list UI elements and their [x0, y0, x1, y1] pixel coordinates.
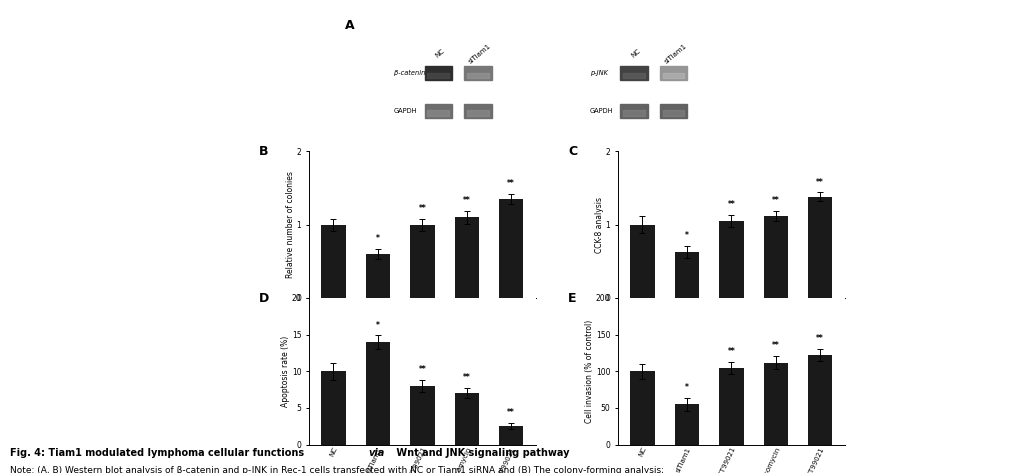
Bar [719, 368, 744, 445]
Text: p-JNK: p-JNK [589, 70, 608, 76]
Bar [660, 104, 687, 118]
Text: siTiam1: siTiam1 [663, 43, 688, 65]
Text: β-catenin: β-catenin [393, 70, 425, 76]
Bar [620, 104, 648, 118]
Bar [465, 66, 491, 80]
Text: **: ** [817, 177, 824, 186]
Text: siTiam1: siTiam1 [468, 43, 492, 65]
Text: A: A [345, 19, 354, 32]
Text: *: * [376, 321, 380, 330]
Text: **: ** [508, 179, 515, 188]
Bar [366, 254, 390, 298]
Text: *: * [685, 383, 689, 392]
Bar [465, 104, 491, 118]
Bar [424, 104, 452, 118]
Bar [808, 355, 832, 445]
Bar [719, 221, 744, 298]
Bar [410, 225, 435, 298]
Bar [410, 386, 435, 445]
Bar [630, 225, 655, 298]
Text: Wnt and JNK signaling pathway: Wnt and JNK signaling pathway [393, 448, 570, 458]
Text: **: ** [771, 341, 780, 350]
Text: E: E [569, 292, 577, 305]
Text: GAPDH: GAPDH [393, 108, 417, 114]
Y-axis label: Relative number of colonies: Relative number of colonies [286, 171, 296, 278]
Y-axis label: CCK-8 analysis: CCK-8 analysis [595, 197, 605, 253]
Bar [427, 72, 449, 78]
Bar [467, 72, 489, 78]
Bar [424, 66, 452, 80]
Text: **: ** [462, 196, 471, 205]
Bar [321, 225, 346, 298]
Bar [620, 66, 648, 80]
Text: **: ** [462, 373, 471, 382]
Bar [499, 426, 523, 445]
Bar [675, 404, 699, 445]
Text: Fig. 4: Tiam1 modulated lymphoma cellular functions: Fig. 4: Tiam1 modulated lymphoma cellula… [10, 448, 308, 458]
Bar [321, 371, 346, 445]
Bar [366, 342, 390, 445]
Text: *: * [685, 231, 689, 240]
Bar [763, 362, 788, 445]
Bar [630, 371, 655, 445]
Y-axis label: Apoptosis rate (%): Apoptosis rate (%) [281, 336, 290, 407]
Text: via: via [369, 448, 385, 458]
Text: C: C [569, 146, 577, 158]
Bar [499, 199, 523, 298]
Bar [427, 110, 449, 116]
Bar [467, 110, 489, 116]
Bar [662, 72, 685, 78]
Bar [623, 72, 645, 78]
Text: D: D [260, 292, 270, 305]
Text: **: ** [418, 365, 426, 374]
Bar [763, 216, 788, 298]
Y-axis label: Cell invasion (% of control): Cell invasion (% of control) [585, 320, 594, 423]
Text: **: ** [508, 409, 515, 418]
Bar [808, 197, 832, 298]
Text: NC: NC [435, 48, 446, 59]
Text: NC: NC [630, 48, 642, 59]
Bar [660, 66, 687, 80]
Text: **: ** [817, 334, 824, 343]
Text: GAPDH: GAPDH [589, 108, 613, 114]
Text: **: ** [418, 204, 426, 213]
Bar [662, 110, 685, 116]
Text: *: * [376, 234, 380, 243]
Bar [623, 110, 645, 116]
Bar [454, 394, 479, 445]
Text: Note: (A, B) Western blot analysis of β-catenin and p-JNK in Rec-1 cells transfe: Note: (A, B) Western blot analysis of β-… [10, 466, 664, 473]
Bar [675, 252, 699, 298]
Text: **: ** [727, 200, 735, 209]
Text: B: B [260, 146, 269, 158]
Text: **: ** [771, 196, 780, 205]
Bar [454, 218, 479, 298]
Text: **: ** [727, 347, 735, 356]
